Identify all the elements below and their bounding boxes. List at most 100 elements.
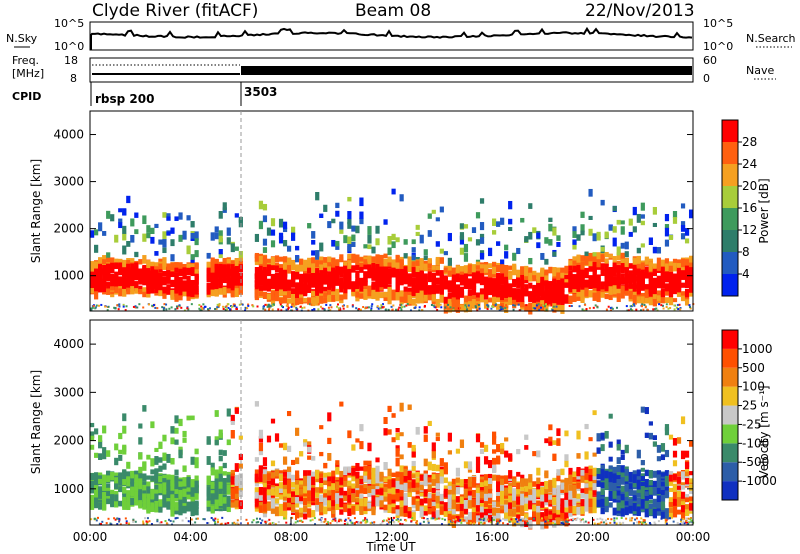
heatmap-cell: [303, 442, 308, 447]
heatmap-cell: [632, 274, 637, 280]
heatmap-cell: [395, 272, 400, 281]
heatmap-cell: [94, 475, 99, 481]
heatmap-cell: [584, 303, 587, 306]
heatmap-cell: [343, 495, 348, 502]
heatmap-cell: [266, 305, 269, 308]
heatmap-cell: [150, 281, 155, 289]
heatmap-cell: [397, 308, 400, 311]
heatmap-cell: [142, 481, 147, 487]
heatmap-cell: [186, 307, 189, 310]
heatmap-cell: [632, 266, 637, 273]
heatmap-cell: [548, 304, 551, 307]
heatmap-cell: [270, 460, 276, 467]
heatmap-cell: [327, 452, 332, 461]
heatmap-cell: [471, 482, 477, 488]
heatmap-cell: [512, 517, 517, 523]
heatmap-cell: [492, 474, 497, 481]
heatmap-cell: [134, 212, 139, 218]
heatmap-cell: [532, 284, 537, 291]
heatmap-cell: [206, 456, 211, 465]
heatmap-cell: [178, 276, 183, 284]
heatmap-cell: [447, 481, 452, 486]
heatmap-cell: [266, 495, 272, 501]
heatmap-cell: [254, 494, 260, 499]
heatmap-cell: [552, 299, 557, 305]
heatmap-cell: [556, 304, 561, 312]
heatmap-cell: [130, 271, 135, 277]
heatmap-cell: [118, 269, 123, 275]
heatmap-cell: [262, 203, 268, 211]
heatmap-cell: [266, 293, 272, 300]
heatmap-cell: [568, 270, 573, 277]
heatmap-cell: [403, 239, 408, 245]
heatmap-cell: [520, 217, 525, 223]
heatmap-cell: [411, 503, 416, 509]
heatmap-cell: [98, 475, 103, 483]
heatmap-cell: [415, 480, 420, 488]
heatmap-cell: [580, 255, 585, 262]
heatmap-cell: [311, 471, 316, 480]
heatmap-cell: [487, 263, 493, 269]
heatmap-cell: [118, 288, 123, 297]
heatmap-cell: [375, 284, 380, 292]
heatmap-cell: [222, 286, 227, 295]
heatmap-cell: [166, 489, 171, 496]
heatmap-cell: [633, 304, 636, 307]
heatmap-cell: [218, 488, 223, 497]
heatmap-cell: [508, 272, 513, 280]
heatmap-cell: [496, 241, 501, 246]
heatmap-cell: [415, 426, 420, 435]
heatmap-cell: [238, 463, 243, 469]
heatmap-cell: [274, 510, 280, 517]
heatmap-cell: [258, 274, 264, 282]
heatmap-cell: [311, 487, 316, 494]
heatmap-cell: [467, 461, 473, 470]
heatmap-cell: [210, 505, 215, 514]
heatmap-cell: [274, 433, 280, 442]
heatmap-cell: [230, 420, 235, 425]
heatmap-cell: [689, 306, 692, 309]
heatmap-cell: [341, 305, 344, 308]
heatmap-cell: [475, 498, 481, 508]
heatmap-cell: [218, 249, 223, 255]
heatmap-cell: [174, 481, 179, 490]
heatmap-cell: [504, 500, 509, 507]
heatmap-cell: [415, 292, 420, 302]
heatmap-cell: [262, 487, 268, 495]
heatmap-cell: [170, 484, 175, 491]
heatmap-cell: [311, 263, 316, 268]
heatmap-cell: [122, 225, 127, 235]
heatmap-cell: [580, 269, 585, 275]
heatmap-cell: [542, 304, 545, 307]
heatmap-cell: [676, 286, 682, 293]
heatmap-cell: [266, 484, 272, 490]
heatmap-cell: [648, 237, 653, 246]
heatmap-cell: [620, 266, 625, 274]
heatmap-cell: [403, 468, 408, 477]
heatmap-cell: [251, 304, 254, 307]
heatmap-cell: [492, 287, 497, 297]
heatmap-cell: [258, 279, 264, 286]
heatmap-cell: [230, 305, 233, 308]
heatmap-cell: [186, 289, 191, 297]
heatmap-cell: [628, 218, 633, 226]
heatmap-cell: [130, 498, 135, 506]
heatmap-cell: [451, 279, 456, 285]
heatmap-cell: [134, 305, 137, 308]
heatmap-cell: [331, 507, 336, 515]
heatmap-cell: [114, 307, 117, 310]
heatmap-cell: [500, 273, 505, 279]
heatmap-cell: [158, 290, 163, 297]
heatmap-cell: [423, 255, 428, 261]
heatmap-cell: [467, 304, 470, 307]
heatmap-cell: [206, 500, 211, 507]
heatmap-cell: [106, 263, 111, 272]
heatmap-cell: [162, 452, 167, 461]
heatmap-cell: [166, 266, 171, 276]
heatmap-cell: [214, 232, 219, 240]
heatmap-cell: [351, 265, 356, 272]
heatmap-cell: [274, 255, 280, 263]
heatmap-cell: [90, 494, 95, 504]
heatmap-cell: [395, 427, 400, 433]
heatmap-cell: [572, 260, 577, 265]
